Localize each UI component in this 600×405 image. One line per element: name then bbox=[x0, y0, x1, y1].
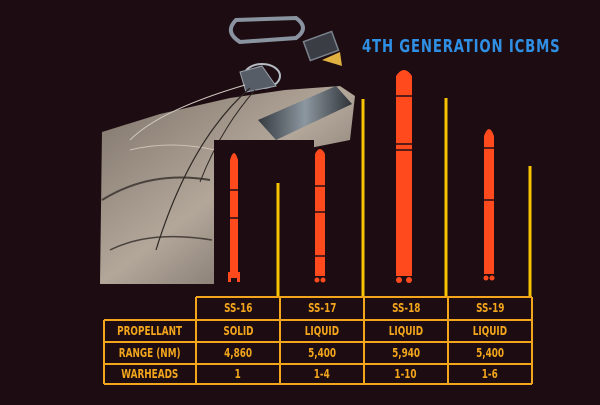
cell-propellant-ss-19: LIQUID bbox=[472, 324, 508, 338]
cell-warheads-ss-18: 1-10 bbox=[394, 367, 418, 381]
satellite-body bbox=[258, 86, 352, 140]
header-ss-17: SS-17 bbox=[307, 301, 337, 315]
header-ss-16: SS-16 bbox=[223, 301, 253, 315]
antenna-loop bbox=[228, 15, 305, 45]
cell-range-ss-16: 4,860 bbox=[223, 346, 253, 360]
header-ss-18: SS-18 bbox=[391, 301, 421, 315]
terrain-photo bbox=[100, 86, 355, 284]
missile-ss-18 bbox=[396, 70, 412, 283]
cell-range-ss-18: 5,940 bbox=[391, 346, 421, 360]
missile-ss-17 bbox=[314, 149, 326, 283]
cell-propellant-ss-17: LIQUID bbox=[304, 324, 340, 338]
row-label-warheads: WARHEADS bbox=[121, 367, 179, 381]
satellite-module bbox=[302, 30, 340, 62]
cell-warheads-ss-19: 1-6 bbox=[481, 367, 498, 381]
cell-warheads-ss-16: 1 bbox=[234, 367, 242, 381]
cell-range-ss-17: 5,400 bbox=[307, 346, 337, 360]
missile-ss-19 bbox=[483, 129, 495, 281]
header-ss-19: SS-19 bbox=[475, 301, 505, 315]
row-label-range: RANGE (NM) bbox=[119, 346, 181, 360]
row-label-propellant: PROPELLANT bbox=[117, 324, 183, 338]
cell-propellant-ss-16: SOLID bbox=[222, 324, 254, 338]
slide-title: 4TH GENERATION ICBMS bbox=[362, 36, 561, 57]
cell-warheads-ss-17: 1-4 bbox=[313, 367, 330, 381]
cell-propellant-ss-18: LIQUID bbox=[388, 324, 424, 338]
missile-ss-16 bbox=[228, 153, 240, 282]
comparison-table-grid bbox=[103, 296, 533, 385]
cell-range-ss-19: 5,400 bbox=[475, 346, 505, 360]
